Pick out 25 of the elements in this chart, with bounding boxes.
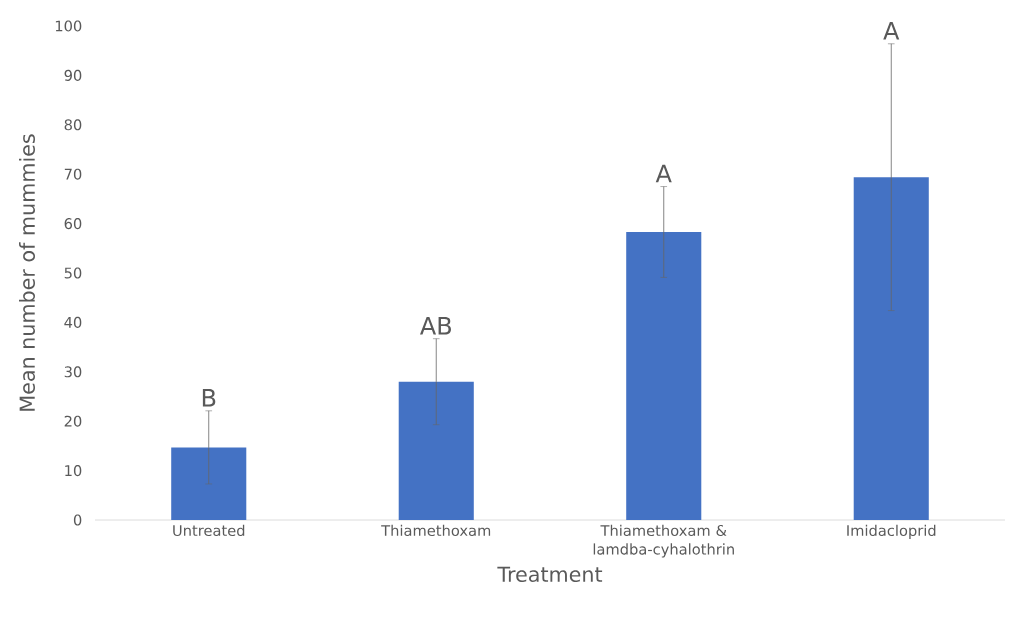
annotation: AB xyxy=(420,316,451,335)
annotation: B xyxy=(202,389,216,407)
y-tick-label: 30 xyxy=(64,366,82,378)
annotation: A xyxy=(655,164,672,183)
y-tick-label: 60 xyxy=(64,218,82,230)
y-tick-label: 90 xyxy=(64,69,82,81)
bar xyxy=(853,177,929,520)
y-tick-label: 80 xyxy=(64,119,82,131)
annotation: A xyxy=(883,22,900,40)
x-tick-label: Thiamethoxam & lamdba-cyhalothrin xyxy=(593,524,734,558)
y-tick-label: 10 xyxy=(65,465,82,477)
y-tick-label: 100 xyxy=(55,20,82,32)
bar xyxy=(171,447,247,520)
y-axis-title: Mean number of mummies xyxy=(19,134,35,411)
bar xyxy=(398,381,474,520)
y-tick-label: 50 xyxy=(64,267,82,279)
x-tick-label: Thiamethoxam xyxy=(381,524,491,537)
x-tick-label: Untreated xyxy=(173,524,245,537)
y-tick-label: 20 xyxy=(64,415,82,427)
x-tick-label: Imidacloprid xyxy=(847,524,936,539)
y-tick-label: 40 xyxy=(64,316,82,328)
y-tick-label: 0 xyxy=(73,514,82,526)
x-axis-title: Treatment xyxy=(497,566,603,583)
bar xyxy=(626,232,702,520)
y-tick-label: 70 xyxy=(64,168,82,180)
